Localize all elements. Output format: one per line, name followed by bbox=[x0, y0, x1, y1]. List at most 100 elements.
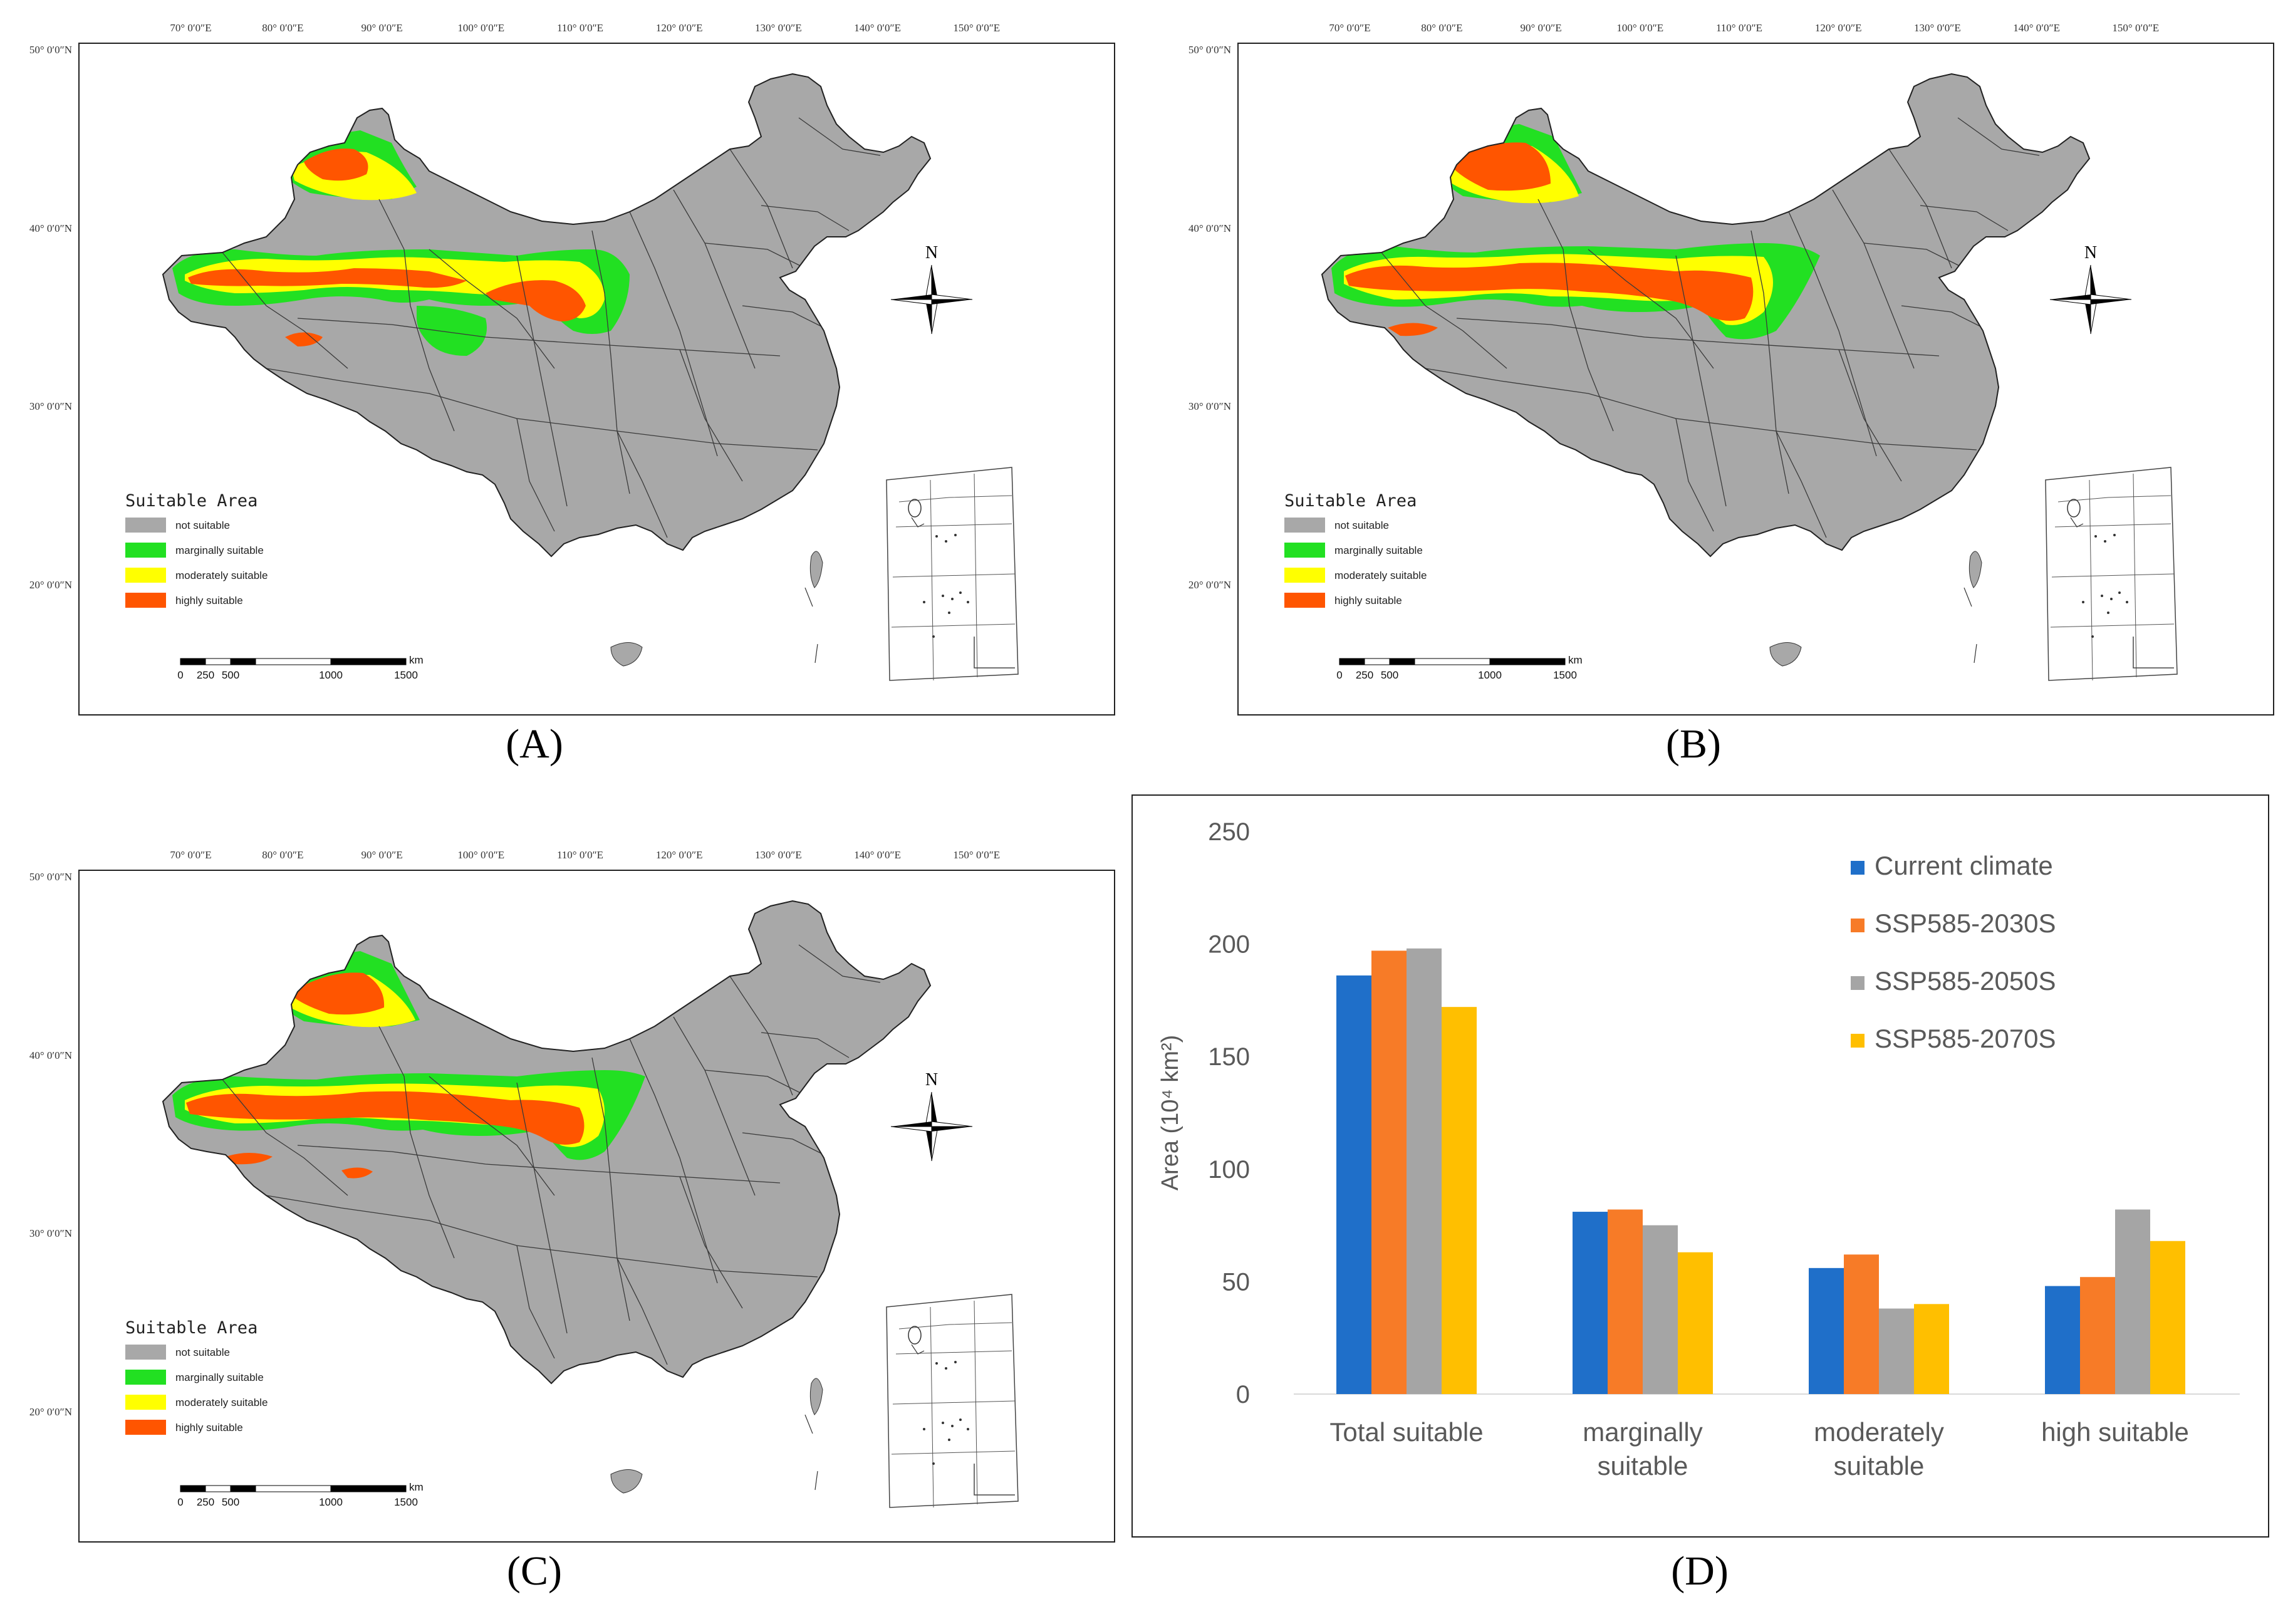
coast-line bbox=[804, 587, 813, 607]
longitude-label: 130° 0′0″E bbox=[1914, 22, 1961, 34]
longitude-label: 150° 0′0″E bbox=[953, 849, 1000, 861]
suitability-region-red bbox=[341, 1167, 373, 1179]
chart-panel-d bbox=[1131, 794, 2269, 1538]
legend-label: not suitable bbox=[175, 1346, 230, 1358]
legend-label: moderately suitable bbox=[175, 570, 268, 581]
legend: Suitable Area not suitable marginally suit… bbox=[125, 491, 268, 608]
latitude-label: 20° 0′0″N bbox=[29, 579, 72, 591]
province-boundary bbox=[742, 305, 831, 331]
province-boundary bbox=[1901, 305, 1990, 331]
scale-tick: 1500 bbox=[1553, 669, 1577, 681]
longitude-label: 150° 0′0″E bbox=[953, 22, 1000, 34]
longitude-label: 80° 0′0″E bbox=[1421, 22, 1462, 34]
scale-tick: 1000 bbox=[319, 669, 343, 681]
scale-tick: 0 bbox=[177, 1496, 183, 1508]
legend-label: marginally suitable bbox=[1334, 544, 1423, 556]
hainan-island bbox=[610, 1469, 643, 1494]
longitude-label: 100° 0′0″E bbox=[457, 22, 504, 34]
suitability-region-red bbox=[1388, 323, 1438, 336]
province-boundary bbox=[798, 117, 881, 156]
legend-label: highly suitable bbox=[175, 595, 243, 606]
suitability-region-red bbox=[291, 972, 385, 1015]
y-tick-label: 150 bbox=[1208, 1043, 1250, 1071]
map-content: 70° 0′0″E 80° 0′0″E 90° 0′0″E 100° 0′0″E 110… bbox=[29, 849, 1019, 1508]
legend-swatch bbox=[1284, 568, 1325, 583]
legend-swatch bbox=[125, 568, 166, 583]
country-border bbox=[1321, 73, 2091, 558]
legend-swatch bbox=[1284, 543, 1325, 558]
legend-swatch bbox=[125, 543, 166, 558]
longitude-label: 120° 0′0″E bbox=[656, 849, 703, 861]
y-tick-label: 250 bbox=[1208, 818, 1250, 846]
latitude-label: 50° 0′0″N bbox=[1188, 44, 1231, 56]
province-boundaries bbox=[222, 117, 881, 538]
y-tick-label: 0 bbox=[1236, 1381, 1250, 1408]
province-boundaries bbox=[1381, 117, 2040, 538]
bar bbox=[1442, 1007, 1477, 1394]
longitude-label: 140° 0′0″E bbox=[2013, 22, 2060, 34]
legend: Suitable Area not suitable marginally suit… bbox=[1284, 491, 1427, 608]
coast-line bbox=[1963, 587, 1972, 607]
province-boundary bbox=[704, 1070, 806, 1096]
bar bbox=[1914, 1304, 1949, 1394]
province-boundary bbox=[429, 1076, 555, 1196]
province-boundary bbox=[1832, 189, 1915, 369]
coast-line bbox=[814, 643, 818, 664]
coast-line bbox=[814, 1470, 818, 1491]
south-china-sea-inset bbox=[2045, 467, 2178, 681]
province-boundaries bbox=[222, 944, 881, 1365]
scale-bar: km 0 250 500 1000 1500 bbox=[177, 1481, 423, 1508]
province-boundary bbox=[1456, 318, 1940, 357]
bar bbox=[1407, 948, 1442, 1394]
bar bbox=[2115, 1209, 2150, 1394]
legend-swatch bbox=[125, 1370, 166, 1385]
province-boundary bbox=[1537, 199, 1614, 432]
latitude-label: 30° 0′0″N bbox=[1188, 400, 1231, 412]
longitude-label: 100° 0′0″E bbox=[457, 849, 504, 861]
scale-bar: km 0 250 500 1000 1500 bbox=[1336, 654, 1582, 681]
scale-tick: 250 bbox=[197, 1496, 214, 1508]
y-tick-label: 200 bbox=[1208, 931, 1250, 959]
province-boundary bbox=[1675, 418, 1714, 532]
scale-unit: km bbox=[409, 1481, 424, 1493]
longitude-label: 140° 0′0″E bbox=[854, 22, 901, 34]
legend-label: moderately suitable bbox=[1334, 570, 1427, 581]
scale-tick: 0 bbox=[177, 669, 183, 681]
province-boundary bbox=[1920, 205, 2009, 231]
bar bbox=[1336, 975, 1371, 1394]
province-boundary bbox=[679, 349, 743, 482]
legend-swatch bbox=[125, 1420, 166, 1435]
province-boundary bbox=[761, 205, 850, 231]
south-china-sea-inset bbox=[886, 1294, 1019, 1508]
category-label: marginally bbox=[1583, 1417, 1702, 1447]
taiwan-island bbox=[1969, 551, 1982, 588]
bar bbox=[1844, 1254, 1879, 1394]
scale-bar: km 0 250 500 1000 1500 bbox=[177, 654, 423, 681]
latitude-label: 40° 0′0″N bbox=[29, 222, 72, 234]
map-content: 70° 0′0″E 80° 0′0″E 90° 0′0″E 100° 0′0″E 110… bbox=[1188, 22, 2178, 681]
scale-tick: 250 bbox=[1356, 669, 1373, 681]
y-axis-label: Area (10⁴ km²) bbox=[1157, 1035, 1183, 1191]
longitude-label: 140° 0′0″E bbox=[854, 849, 901, 861]
province-boundary bbox=[673, 189, 756, 369]
taiwan-island bbox=[809, 1378, 823, 1415]
province-boundary bbox=[429, 249, 555, 369]
longitude-label: 150° 0′0″E bbox=[2112, 22, 2159, 34]
category-label: suitable bbox=[1598, 1451, 1688, 1481]
suitability-region-red bbox=[1345, 263, 1754, 321]
legend-swatch bbox=[1284, 518, 1325, 533]
legend-swatch bbox=[1851, 861, 1865, 875]
bar bbox=[2045, 1286, 2080, 1394]
latitude-label: 30° 0′0″N bbox=[29, 1227, 72, 1239]
province-boundary bbox=[629, 1038, 718, 1284]
scale-unit: km bbox=[1568, 654, 1583, 666]
legend-swatch bbox=[125, 593, 166, 608]
legend-label: moderately suitable bbox=[175, 1397, 268, 1408]
province-boundary bbox=[222, 252, 348, 369]
north-label: N bbox=[925, 1070, 938, 1090]
province-boundary bbox=[378, 199, 455, 432]
legend-label: marginally suitable bbox=[175, 544, 264, 556]
bar bbox=[1371, 950, 1407, 1394]
province-boundary bbox=[1838, 349, 1902, 482]
longitude-label: 70° 0′0″E bbox=[1329, 22, 1370, 34]
